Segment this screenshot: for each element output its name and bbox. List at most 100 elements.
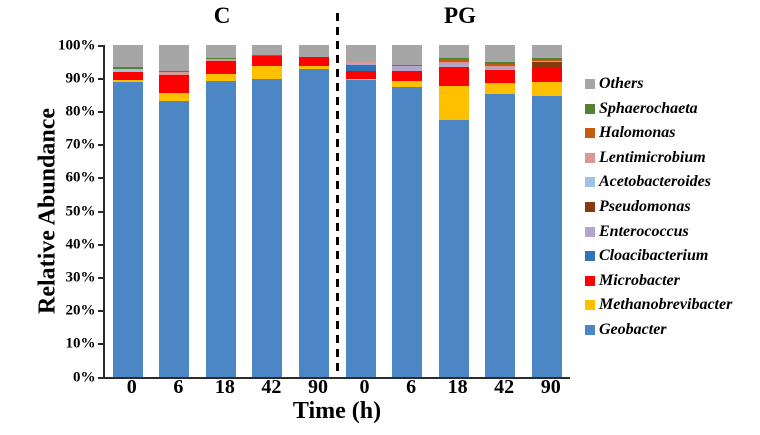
legend-item-lentimicrobium: Lentimicrobium: [585, 148, 706, 168]
y-tick-mark: [97, 210, 103, 213]
y-tick-label: 40%: [65, 236, 96, 253]
bar-segment-others-c-90: [298, 45, 329, 58]
x-tick-label: 6: [406, 376, 417, 398]
legend-label-cloacibacterium: Cloacibacterium: [599, 247, 709, 265]
bar-segment-methanobrevibacter-pg-0: [345, 78, 376, 81]
legend-label-methanobrevibacter: Methanobrevibacter: [599, 296, 733, 314]
y-tick-mark: [97, 144, 103, 147]
legend-label-geobacter: Geobacter: [599, 321, 667, 338]
y-tick-mark: [97, 110, 103, 113]
bar-segment-lentimicrobium-pg-0: [345, 61, 376, 63]
legend-swatch-enterococcus: [585, 226, 595, 237]
bar-segment-methanobrevibacter-c-18: [205, 73, 236, 81]
bar-segment-geobacter-pg-18: [438, 120, 469, 377]
bar-segment-others-pg-42: [485, 45, 516, 63]
bar-segment-sphaerochaeta-c-18: [205, 57, 236, 59]
bar-segment-methanobrevibacter-c-42: [252, 66, 283, 80]
y-tick-mark: [97, 243, 103, 246]
group-label-c: C: [213, 3, 231, 28]
bar-segment-sphaerochaeta-pg-18: [438, 57, 469, 59]
legend-swatch-cloacibacterium: [585, 251, 595, 262]
bar-segment-halomonas-pg-6: [392, 64, 423, 67]
legend-swatch-lentimicrobium: [585, 152, 595, 163]
bar-segment-methanobrevibacter-pg-18: [438, 85, 469, 121]
bar-segment-methanobrevibacter-pg-6: [392, 80, 423, 87]
bar-segment-others-c-18: [205, 45, 236, 58]
x-tick-label: 90: [540, 376, 561, 398]
x-axis-title: Time (h): [292, 398, 382, 424]
legend-item-others: Others: [585, 74, 643, 94]
bar-segment-methanobrevibacter-c-6: [159, 92, 190, 101]
y-tick-mark: [97, 276, 103, 279]
legend-item-halomonas: Halomonas: [585, 123, 675, 143]
bar-segment-halomonas-pg-18: [438, 58, 469, 62]
bar-segment-others-pg-90: [531, 45, 562, 58]
bar-segment-enterococcus-pg-18: [438, 63, 469, 67]
bar-segment-enterococcus-pg-6: [392, 66, 423, 72]
legend-label-lentimicrobium: Lentimicrobium: [599, 148, 706, 166]
bar-segment-lentimicrobium-pg-90: [531, 60, 562, 63]
y-tick-mark: [97, 44, 103, 47]
bar-segment-enterococcus-pg-0: [345, 62, 376, 65]
y-tick-label: 60%: [65, 169, 96, 186]
legend-label-acetobacteroides: Acetobacteroides: [599, 173, 711, 191]
legend-swatch-methanobrevibacter: [585, 300, 595, 311]
legend-swatch-microbacter: [585, 275, 595, 286]
bar-segment-pseudomonas-pg-90: [531, 62, 562, 67]
bar-segment-enterococcus-pg-42: [485, 67, 516, 70]
x-tick-label: 42: [494, 376, 515, 398]
x-tick-label: 90: [307, 376, 328, 398]
bar-segment-geobacter-pg-6: [392, 86, 423, 377]
bar-segment-microbacter-pg-90: [531, 66, 562, 82]
legend-label-enterococcus: Enterococcus: [599, 222, 689, 240]
y-tick-mark: [97, 376, 103, 379]
y-tick-label: 30%: [65, 269, 96, 286]
legend-label-sphaerochaeta: Sphaerochaeta: [599, 99, 698, 117]
bar-segment-methanobrevibacter-pg-42: [485, 83, 516, 94]
bar-segment-sphaerochaeta-c-42: [252, 54, 283, 56]
legend-item-enterococcus: Enterococcus: [585, 222, 689, 242]
bar-segment-sphaerochaeta-pg-42: [485, 62, 516, 64]
bar-segment-methanobrevibacter-c-0: [112, 80, 143, 82]
bar-segment-geobacter-c-90: [298, 68, 329, 377]
bar-segment-geobacter-pg-42: [485, 93, 516, 377]
bar-segment-geobacter-c-42: [252, 79, 283, 377]
bar-segment-lentimicrobium-pg-42: [485, 65, 516, 68]
y-tick-label: 80%: [65, 103, 96, 120]
x-tick-label: 18: [447, 376, 468, 398]
bar-segment-halomonas-pg-90: [531, 59, 562, 61]
bar-segment-microbacter-pg-6: [392, 71, 423, 81]
bar-segment-others-c-42: [252, 45, 283, 55]
bar-segment-microbacter-c-18: [205, 60, 236, 74]
x-tick-label: 6: [173, 376, 184, 398]
x-tick-label: 0: [359, 376, 370, 398]
group-separator-dashed-line: [335, 13, 339, 376]
bar-segment-halomonas-pg-42: [485, 63, 516, 66]
bar-segment-microbacter-c-0: [112, 71, 143, 81]
legend-label-others: Others: [599, 75, 644, 92]
legend-item-cloacibacterium: Cloacibacterium: [585, 246, 708, 266]
bar-segment-geobacter-pg-0: [345, 80, 376, 377]
y-axis-line: [102, 45, 105, 379]
bar-segment-others-pg-0: [345, 45, 376, 62]
y-tick-mark: [97, 77, 103, 80]
y-tick-mark: [97, 310, 103, 313]
legend-label-halomonas: Halomonas: [599, 124, 676, 142]
bar-segment-acetobacteroides-c-0: [112, 68, 143, 72]
group-label-pg: PG: [444, 3, 476, 28]
bar-segment-geobacter-c-0: [112, 81, 143, 377]
legend-swatch-acetobacteroides: [585, 177, 595, 188]
legend-label-pseudomonas: Pseudomonas: [599, 198, 691, 215]
y-tick-label: 10%: [65, 335, 96, 352]
bar-segment-sphaerochaeta-c-6: [159, 70, 190, 72]
legend-swatch-halomonas: [585, 128, 595, 139]
bar-segment-geobacter-pg-90: [531, 96, 562, 377]
legend-swatch-sphaerochaeta: [585, 103, 595, 114]
y-tick-label: 50%: [65, 203, 96, 219]
bar-segment-others-c-6: [159, 45, 190, 71]
y-tick-mark: [97, 343, 103, 346]
x-tick-label: 42: [261, 376, 282, 398]
bar-segment-lentimicrobium-c-6: [159, 71, 190, 75]
